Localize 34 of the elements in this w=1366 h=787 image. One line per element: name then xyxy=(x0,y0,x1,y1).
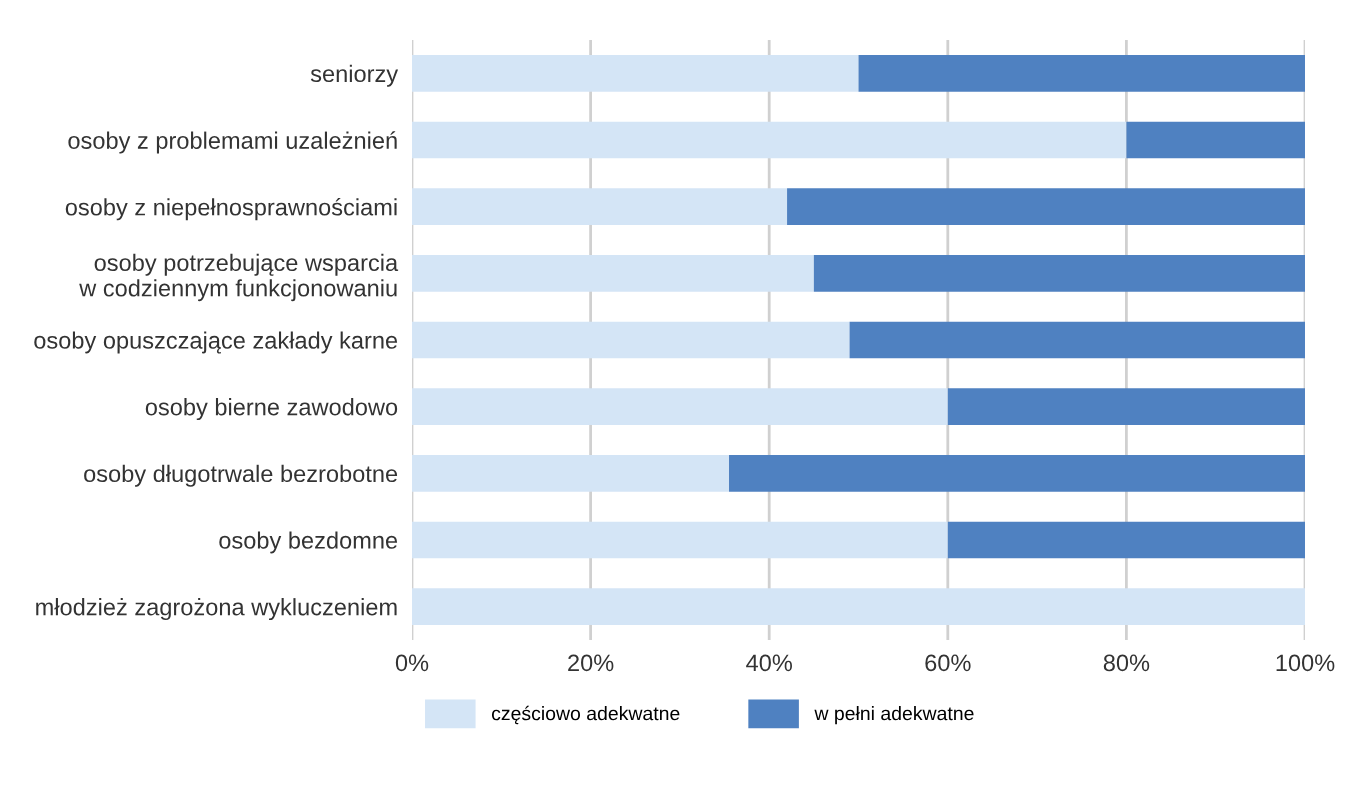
x-tick-label: 20% xyxy=(568,654,614,672)
bar xyxy=(412,255,814,292)
bar xyxy=(412,388,948,425)
y-tick-label: osoby opuszczające zakłady karne xyxy=(34,331,398,354)
y-tick-label: osoby z problemami uzależnień xyxy=(68,131,397,154)
x-tick-label: 60% xyxy=(925,654,971,672)
y-tick-label: osoby bierne zawodowo xyxy=(145,398,398,421)
bar xyxy=(412,55,859,92)
y-tick-label: młodzież zagrożona wykluczeniem xyxy=(36,598,397,621)
bar xyxy=(412,188,788,225)
bar xyxy=(412,121,1127,159)
y-tick-label: seniorzy xyxy=(310,64,399,87)
bar xyxy=(412,455,730,492)
y-tick-label: osoby bezdomne xyxy=(219,531,398,554)
bar xyxy=(729,455,1305,492)
bar xyxy=(947,521,1305,559)
y-tick-label: osoby potrzebujące wsparcia w codziennym funkcjonowaniu xyxy=(79,253,399,302)
bar xyxy=(947,388,1305,425)
bar xyxy=(787,188,1305,225)
bar xyxy=(1126,121,1305,159)
bar xyxy=(858,55,1305,92)
bar xyxy=(412,588,1305,625)
y-tick-label: osoby długotrwale bezrobotne xyxy=(84,464,398,487)
x-tick-label: 40% xyxy=(746,654,792,672)
bar xyxy=(849,321,1305,359)
x-tick-label: 80% xyxy=(1103,654,1150,672)
x-tick-label: 100% xyxy=(1276,654,1335,672)
x-tick-label: 0% xyxy=(395,654,429,672)
bar xyxy=(813,255,1305,292)
y-tick-label: osoby z niepełnosprawnościami xyxy=(65,197,397,221)
legend-label: w pełni adekwatne xyxy=(814,706,974,725)
bar xyxy=(412,521,948,559)
bar xyxy=(412,321,850,359)
legend-label: częściowo adekwatne xyxy=(491,705,680,725)
